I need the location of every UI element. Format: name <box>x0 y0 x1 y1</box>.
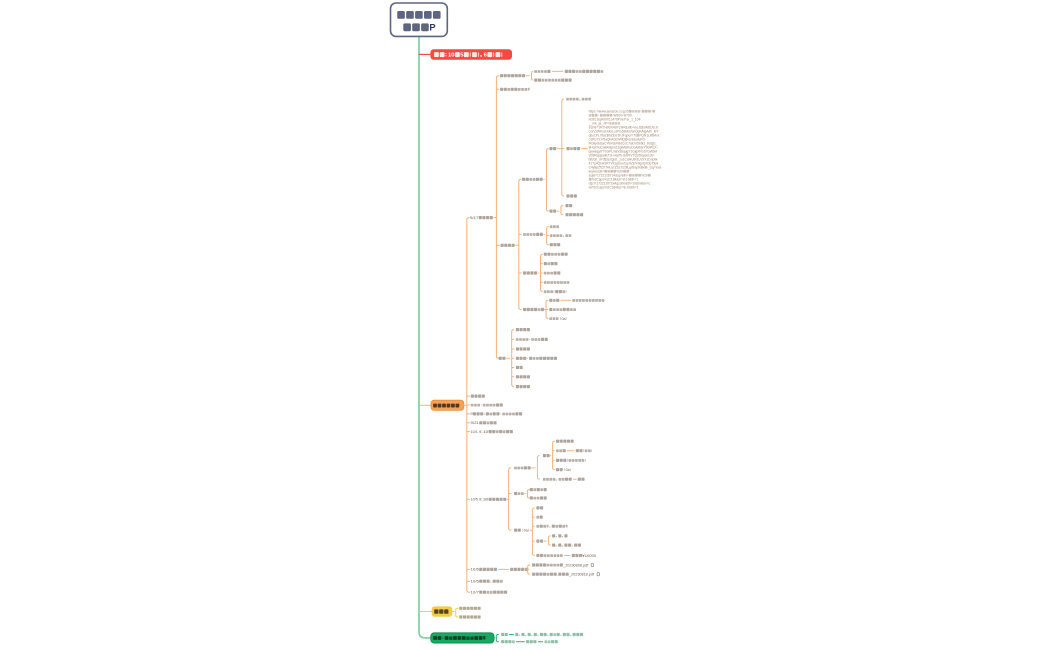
svg-text:41Tp4QhHXR7Y93gmxoCq.RZE%0gxQ2: 41Tp4QhHXR7Y93gmxoCq.RZE%0gxQ2OpT9yk <box>589 161 659 165</box>
svg-text:&crid=1R7H90X49Y2HR&dib=eyJ2Ij: &crid=1R7H90X49Y2HR&dib=eyJ2IjoiMSJ9.Ji <box>589 125 659 129</box>
svg-text:6: 6 <box>484 53 488 59</box>
svg-text:10/5 9: 10/5 9 <box>471 498 482 502</box>
svg-text:__mk_ja_JP=: __mk_ja_JP= <box>588 121 609 125</box>
svg-text:qowaqgIYYsGPLmaVzbqqgY1GjgXhG1: qowaqgIYYsGPLmaVzbqqgY1GjgXhG1hGvt6wl <box>589 149 658 153</box>
svg-text:htfps: htfps <box>589 109 596 113</box>
svg-text:qbo1PLXfaZBhZEGThJFqpGYTdBPQN1: qbo1PLXfaZBhZEGThJFqpGYTdBPQN1LRB4xx <box>589 133 660 137</box>
svg-text:9/17: 9/17 <box>470 216 478 220</box>
svg-text:C4y8pZfZX7HLizrZ1EX23lLqrtbqOk: C4y8pZfZX7HLizrZ1EX23lLqrtbqOk8x8k_lzq=x… <box>589 165 662 169</box>
svg-text:-: - <box>640 109 641 113</box>
svg-text:9: 9 <box>471 412 473 416</box>
svg-text://www.amazon.co.jp/5: //www.amazon.co.jp/5 <box>597 109 629 113</box>
svg-text:bttz0p_dYd53szQjdt._zo1CUHUdk1: bttz0p_dYd53szQjdt._zo1CUHUdk1U2Yx1CnjoW <box>589 157 659 161</box>
svg-text:9/21: 9/21 <box>471 421 479 425</box>
svg-text:%2Caps%2C184&sr=8-10&th=1: %2Caps%2C184&sr=8-10&th=1 <box>592 177 638 181</box>
svg-text:¥10000: ¥10000 <box>582 554 596 558</box>
svg-text:H3X1UqA00X11476P/ref=sr_1_10: H3X1UqA00X11476P/ref=sr_1_10 <box>589 117 639 121</box>
svg-text:0a: 0a <box>566 468 571 472</box>
svg-text:keywords=: keywords= <box>589 169 605 173</box>
svg-text:9HqY0uCaB43qIm1ZgiMizKuDoAxbjx: 9HqY0uCaB43qIm1ZgiMizKuDoAxbjxY9olPEX- <box>589 145 658 149</box>
svg-text:P: P <box>429 23 435 33</box>
svg-text:%20: %20 <box>616 169 623 173</box>
svg-text:0a: 0a <box>524 529 529 533</box>
svg-text:30: 30 <box>483 498 488 502</box>
svg-text:10/6: 10/6 <box>471 580 479 584</box>
svg-text:,: , <box>557 573 558 577</box>
svg-text:%20: %20 <box>641 173 648 177</box>
svg-text:5: 5 <box>460 53 464 59</box>
svg-text:ref%2Caps%2C184&sr=8-10&th=1: ref%2Caps%2C184&sr=8-10&th=1 <box>589 185 639 189</box>
svg-text:-: - <box>651 109 652 113</box>
svg-text:V09RqqzwIETG-HqVh.GdPIVTQ2DlqG: V09RqqzwIETG-HqVh.GdPIVTQ2DlqGmztJ- <box>589 153 655 157</box>
svg-text:o1PGY1Yr5aQhAGlzrWiQj6mzEaxduP: o1PGY1Yr5aQhAGlzrWiQj6mzEaxduPG- <box>589 137 646 141</box>
svg-text:&qid=1722126714&sprefix=: &qid=1722126714&sprefix= <box>589 173 629 177</box>
svg-text:10: 10 <box>483 430 488 434</box>
svg-text:10/6: 10/6 <box>471 568 479 572</box>
svg-text:_20230818.pdf: _20230818.pdf <box>568 573 595 577</box>
svg-text:dqct=172212671kAqzofxn&th=10&h: dqct=172212671kAqzofxn&th=10&hvdev=c <box>589 181 651 185</box>
svg-text:10: 10 <box>448 53 455 59</box>
svg-text:0a: 0a <box>561 317 566 321</box>
svg-text:-W300×H700-: -W300×H700- <box>612 113 632 117</box>
svg-text:cxxVzWKuzHdGLo1PG52kEUSnQgKAtg: cxxVzWKuzHdGLo1PG52kEUSnQgKAtgAdh_MY <box>589 129 660 133</box>
svg-text:10/1 9: 10/1 9 <box>471 430 482 434</box>
svg-text:10/7: 10/7 <box>471 591 479 595</box>
svg-text:_20230808.pdf: _20230808.pdf <box>562 563 589 567</box>
svg-text:FiGilpOdsaCYBYduPBdCoC7aiOrO9d: FiGilpOdsaCYBYduPBdCoC7aiOrO9dk3_bUQjc_ <box>589 141 658 145</box>
